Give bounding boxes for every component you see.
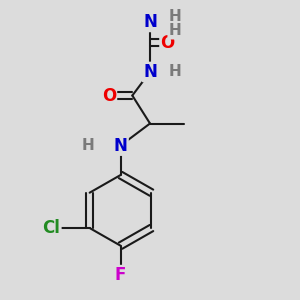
Text: H: H [82, 138, 94, 153]
Text: Cl: Cl [42, 219, 60, 237]
Text: H: H [169, 23, 182, 38]
Text: H: H [169, 64, 182, 80]
Text: N: N [143, 13, 157, 31]
Text: O: O [160, 34, 175, 52]
Text: H: H [169, 8, 182, 23]
Text: F: F [115, 266, 126, 284]
Text: N: N [114, 136, 128, 154]
Text: N: N [143, 63, 157, 81]
Text: O: O [102, 86, 116, 104]
